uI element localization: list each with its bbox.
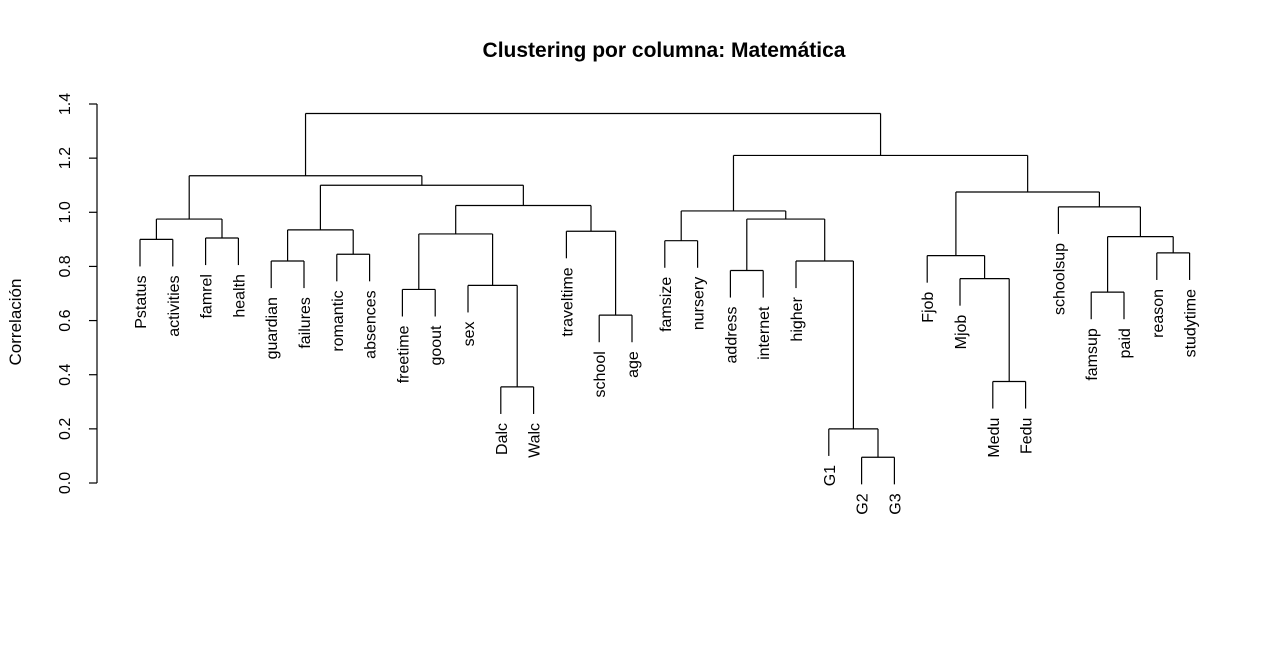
leaf-label: famsize: [658, 277, 675, 332]
leaf-label: Mjob: [953, 315, 970, 350]
leaf-label: nursery: [691, 277, 708, 330]
y-tick-label: 0.4: [57, 363, 74, 385]
y-tick-label: 1.4: [57, 93, 74, 115]
leaf-label: famsup: [1084, 328, 1101, 381]
leaf-label: Pstatus: [133, 275, 150, 328]
leaf-label: Walc: [527, 423, 544, 458]
leaf-label: internet: [756, 306, 773, 360]
leaf-label: G1: [822, 465, 839, 486]
leaf-label: failures: [297, 297, 314, 349]
leaf-label: higher: [789, 296, 806, 341]
leaf-label: romantic: [330, 290, 347, 351]
leaf-label: Dalc: [494, 423, 511, 455]
dendrogram-tree: [139, 112, 1191, 485]
leaf-label: guardian: [264, 297, 281, 359]
leaf-label: schoolsup: [1051, 243, 1068, 315]
leaf-labels: Pstatus activities famrel health guardian fai…: [133, 243, 1200, 515]
leaf-label: school: [592, 351, 609, 397]
leaf-label: Fedu: [1019, 418, 1036, 454]
leaf-label: absences: [363, 290, 380, 359]
leaf-label: sex: [461, 321, 478, 346]
y-tick-label: 0.8: [57, 255, 74, 277]
leaf-label: paid: [1117, 328, 1134, 358]
y-tick-label: 1.0: [57, 201, 74, 223]
leaf-label: age: [625, 351, 642, 378]
y-tick-label: 0.6: [57, 309, 74, 331]
leaf-label: G3: [887, 493, 904, 514]
leaf-label: activities: [166, 275, 183, 336]
y-tick-label: 1.2: [57, 147, 74, 169]
leaf-label: famrel: [199, 274, 216, 318]
leaf-label: address: [723, 307, 740, 364]
y-tick-label: 0.0: [57, 472, 74, 494]
y-tick-label: 0.2: [57, 418, 74, 440]
chart-title: Clustering por columna: Matemática: [483, 39, 846, 62]
leaf-label: goout: [428, 325, 445, 366]
y-axis: 0.0 0.2 0.4 0.6 0.8 1.0 1.2 1.4: [57, 93, 98, 494]
leaf-label: freetime: [395, 325, 412, 383]
leaf-label: traveltime: [559, 267, 576, 336]
leaf-label: Medu: [986, 418, 1003, 458]
y-axis-label: Correlación: [6, 279, 25, 366]
leaf-label: studytime: [1183, 289, 1200, 358]
leaf-label: health: [231, 274, 248, 318]
leaf-label: G2: [855, 493, 872, 514]
leaf-label: reason: [1150, 289, 1167, 338]
leaf-label: Fjob: [920, 292, 937, 323]
